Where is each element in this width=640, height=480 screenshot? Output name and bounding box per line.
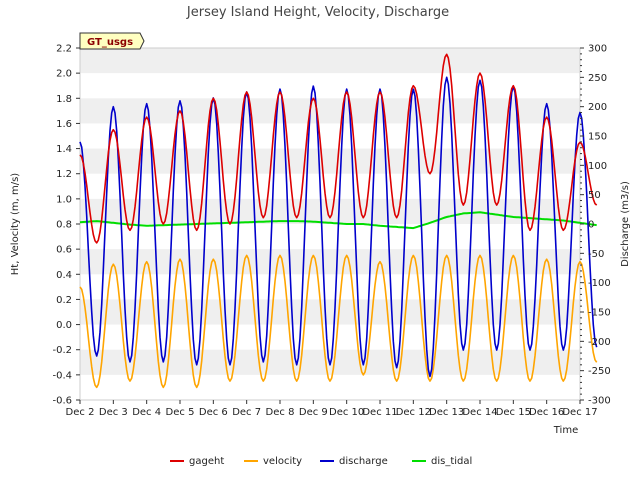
x-tick-label: Dec 16 [529,407,564,418]
x-tick-label: Dec 5 [166,407,195,418]
y-tick-label-left: 0.2 [56,295,72,306]
grid-band [80,148,580,174]
legend-label-velocity: velocity [263,456,302,467]
grid-band [80,98,580,124]
grid-band [80,198,580,224]
y-tick-label-right: -200 [588,337,611,348]
y-tick-label-left: -0.6 [52,396,72,407]
y-tick-label-right: 50 [588,190,601,201]
station-badge-label: GT_usgs [87,37,133,48]
y-tick-label-right: 100 [588,161,607,172]
series-layer [79,53,598,389]
grid-band [80,48,580,74]
y-tick-label-right: -50 [588,249,604,260]
y-tick-label-right: -150 [588,308,611,319]
y-tick-label-left: -0.4 [52,370,72,381]
x-tick-label: Dec 6 [199,407,228,418]
x-tick-label: Dec 3 [99,407,128,418]
y-tick-label-right: -250 [588,366,611,377]
chart-title: Jersey Island Height, Velocity, Discharg… [186,5,449,20]
x-tick-label: Dec 4 [132,407,161,418]
x-tick-label: Dec 10 [329,407,364,418]
y-axis-left-label: Ht, Velocity (m, m/s) [10,173,21,276]
y-tick-label-left: -0.2 [52,345,72,356]
y-tick-label-right: 300 [588,44,607,55]
series-line-velocity [79,254,598,389]
y-tick-label-right: 0 [588,220,594,231]
x-tick-label: Dec 15 [496,407,531,418]
background-bands [80,48,580,375]
y-tick-label-left: 0.4 [56,270,72,281]
grid-band [80,299,580,325]
legend: gageht velocity discharge dis_tidal [170,456,472,467]
x-tick-label: Dec 14 [462,407,497,418]
y-tick-label-left: 0.8 [56,220,72,231]
series-line-gageht [79,53,598,244]
x-tick-label: Dec 7 [232,407,261,418]
y-tick-label-left: 2.2 [56,44,72,55]
x-tick-label: Dec 17 [562,407,597,418]
y-tick-label-left: 0.0 [56,320,72,331]
y-tick-label-left: 1.4 [56,144,72,155]
x-tick-label: Dec 2 [66,407,95,418]
legend-label-discharge: discharge [339,456,388,467]
series-line-discharge [79,76,598,378]
x-tick-label: Dec 11 [362,407,397,418]
y-tick-label-left: 1.8 [56,94,72,105]
legend-label-gageht: gageht [189,456,224,467]
y-axis-right: -300 -250 -200 -150 -100 -50 0 50 100 150 200 250 30… [580,44,611,407]
y-axis-right-label: Discharge (m3/s) [620,181,631,267]
y-axis-left: -0.6 -0.4 -0.2 0.0 0.2 0.4 0.6 0.8 1.0 1.2 1.4 1.6 1… [52,44,80,407]
y-tick-label-right: 250 [588,73,607,84]
y-tick-label-left: 2.0 [56,69,72,80]
y-tick-label-right: -100 [588,278,611,289]
y-tick-label-right: 150 [588,132,607,143]
grid-band [80,249,580,275]
x-axis-label: Time [553,425,578,436]
x-tick-label: Dec 12 [396,407,431,418]
station-badge: GT_usgs [79,32,145,50]
y-tick-label-left: 0.6 [56,245,72,256]
y-tick-label-left: 1.6 [56,119,72,130]
x-tick-label: Dec 13 [429,407,464,418]
y-tick-label-right: 200 [588,102,607,113]
legend-label-dis_tidal: dis_tidal [431,456,472,467]
y-tick-label-right: -300 [588,396,611,407]
x-tick-label: Dec 8 [266,407,295,418]
x-axis: Dec 2 Dec 3 Dec 4 Dec 5 Dec 6 Dec 7 Dec 8 Dec 9… [66,400,598,418]
x-tick-label: Dec 9 [299,407,328,418]
y-tick-label-left: 1.2 [56,169,72,180]
y-tick-label-left: 1.0 [56,194,72,205]
